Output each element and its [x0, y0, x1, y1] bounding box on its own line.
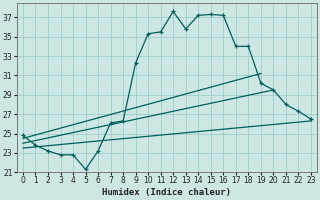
X-axis label: Humidex (Indice chaleur): Humidex (Indice chaleur)	[102, 188, 231, 197]
